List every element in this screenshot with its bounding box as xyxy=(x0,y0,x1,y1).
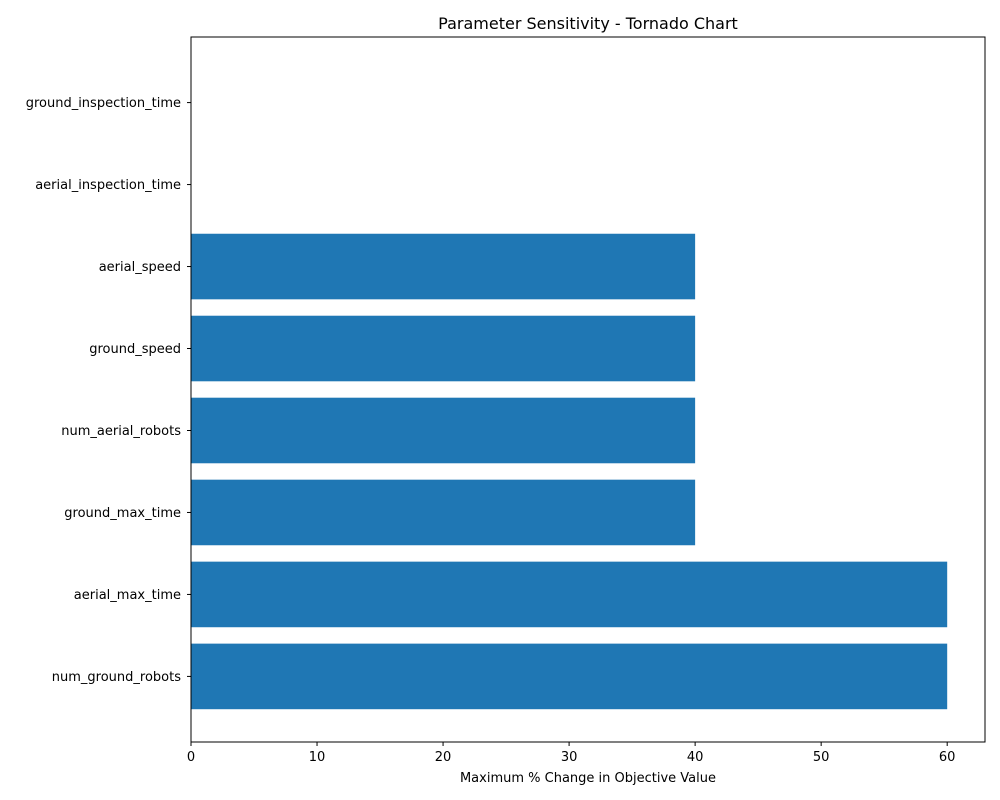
y-tick-label: num_aerial_robots xyxy=(61,424,181,439)
x-tick-label: 30 xyxy=(561,750,578,765)
x-tick-label: 50 xyxy=(813,750,830,765)
y-tick-label: num_ground_robots xyxy=(52,670,181,685)
y-tick-label: aerial_max_time xyxy=(74,588,181,603)
bar-ground_speed xyxy=(191,315,696,382)
bars-group xyxy=(191,233,948,710)
x-tick-label: 10 xyxy=(309,750,326,765)
bar-aerial_speed xyxy=(191,233,696,300)
bar-num_aerial_robots xyxy=(191,397,696,464)
bar-aerial_max_time xyxy=(191,561,948,628)
bar-num_ground_robots xyxy=(191,643,948,710)
plot-frame xyxy=(190,36,986,743)
x-tick-label: 60 xyxy=(939,750,956,765)
x-tick-label: 20 xyxy=(435,750,452,765)
y-tick-label: ground_speed xyxy=(89,342,181,357)
y-tick-label: aerial_inspection_time xyxy=(35,178,181,193)
x-tick-label: 0 xyxy=(187,750,195,765)
x-tick-label: 40 xyxy=(687,750,704,765)
x-axis: 0 10 20 30 40 50 60 xyxy=(187,742,956,765)
y-axis: num_ground_robots aerial_max_time ground_m… xyxy=(26,96,191,685)
chart-title: Parameter Sensitivity - Tornado Chart xyxy=(438,14,738,33)
x-axis-label: Maximum % Change in Objective Value xyxy=(460,771,716,786)
y-tick-label: ground_inspection_time xyxy=(26,96,181,111)
bar-ground_max_time xyxy=(191,479,696,546)
y-tick-label: aerial_speed xyxy=(99,260,181,275)
y-tick-label: ground_max_time xyxy=(64,506,181,521)
